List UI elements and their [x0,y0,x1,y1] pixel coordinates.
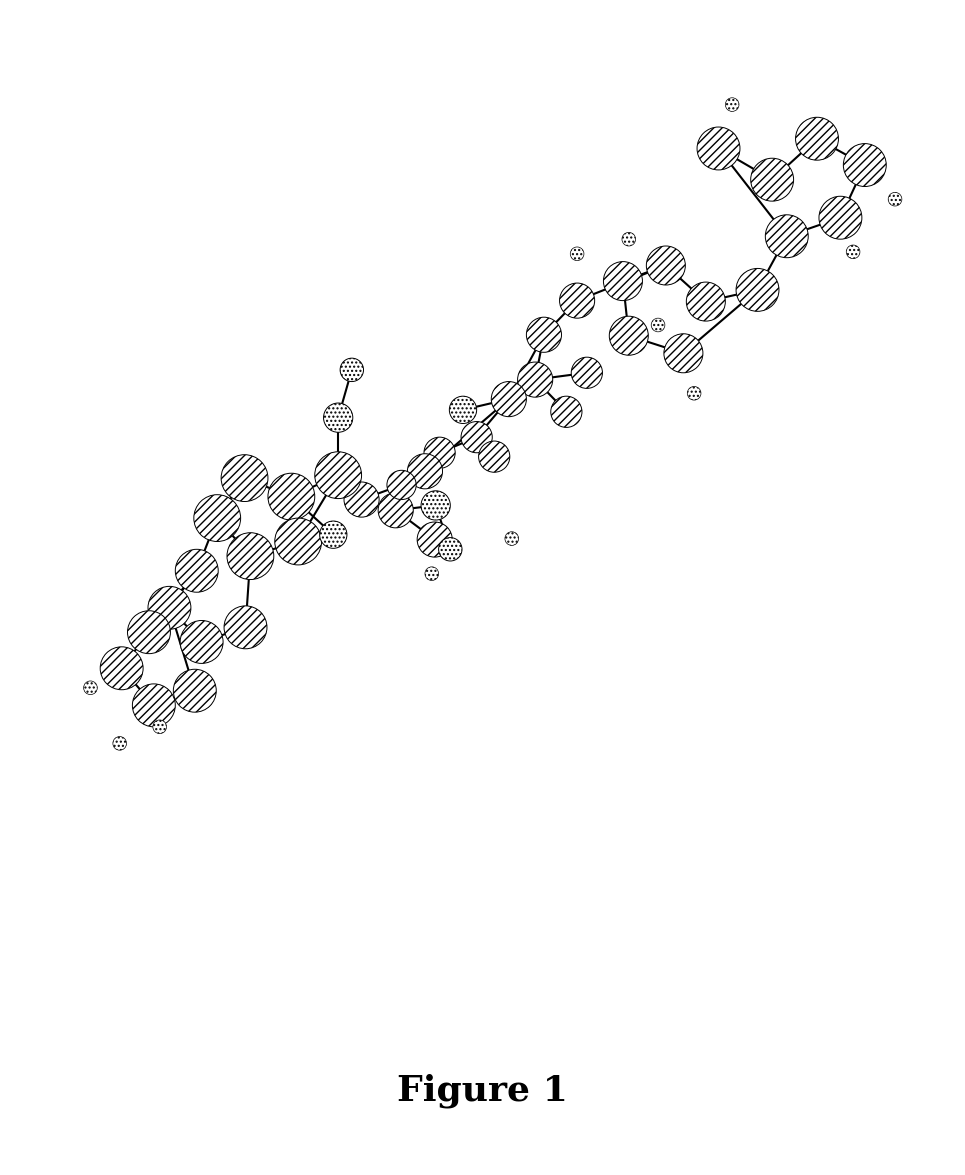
Circle shape [560,283,594,318]
Circle shape [647,246,685,286]
Circle shape [268,474,315,521]
Circle shape [751,159,793,201]
Circle shape [603,262,643,301]
Circle shape [180,620,223,664]
Circle shape [765,215,809,257]
Circle shape [609,316,648,355]
Circle shape [622,233,636,246]
Circle shape [571,357,602,389]
Circle shape [687,387,701,400]
Circle shape [450,396,477,423]
Circle shape [221,455,268,502]
Circle shape [323,403,353,432]
Circle shape [425,566,439,580]
Circle shape [176,549,218,592]
Circle shape [421,491,451,521]
Circle shape [439,538,462,560]
Circle shape [697,127,740,170]
Circle shape [152,720,167,733]
Circle shape [526,317,562,352]
Circle shape [127,611,171,653]
Circle shape [570,247,584,261]
Circle shape [505,532,518,545]
Circle shape [461,422,492,452]
Circle shape [651,318,665,331]
Circle shape [315,451,362,498]
Circle shape [517,362,553,397]
Circle shape [340,358,364,382]
Circle shape [275,518,321,565]
Circle shape [726,98,739,112]
Circle shape [344,482,379,517]
Circle shape [819,196,862,240]
Circle shape [84,682,97,694]
Circle shape [846,246,860,258]
Circle shape [227,532,274,579]
Circle shape [407,454,443,489]
Circle shape [132,684,176,727]
Circle shape [148,586,191,630]
Circle shape [100,646,143,690]
Circle shape [736,268,779,311]
Circle shape [387,470,416,499]
Circle shape [378,492,413,528]
Circle shape [491,382,526,417]
Circle shape [888,193,902,206]
Circle shape [319,521,347,549]
Circle shape [113,737,126,750]
Text: Figure 1: Figure 1 [397,1073,568,1108]
Circle shape [843,143,886,187]
Circle shape [194,495,240,542]
Circle shape [795,118,839,160]
Circle shape [664,334,703,372]
Circle shape [479,441,510,472]
Circle shape [224,606,267,649]
Circle shape [551,396,582,428]
Circle shape [424,437,455,469]
Circle shape [417,522,453,557]
Circle shape [686,282,726,321]
Circle shape [174,670,216,712]
